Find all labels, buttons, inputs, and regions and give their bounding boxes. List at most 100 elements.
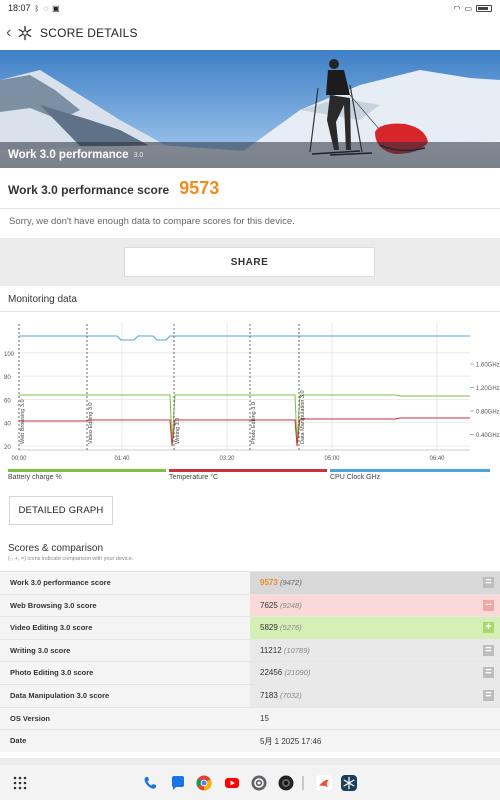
swift-app-icon[interactable]: [316, 775, 332, 791]
phone-icon[interactable]: [142, 775, 158, 791]
legend-cpu-label: CPU Clock GHz: [330, 474, 381, 481]
score-label: Work 3.0 performance score: [8, 183, 170, 197]
battery-icon: [476, 4, 492, 12]
y-tick-label: 20: [4, 445, 11, 451]
score-average: (5276): [280, 623, 302, 633]
compare-message: Sorry, we don't have enough data to comp…: [9, 216, 295, 227]
y2-tick-label: 1.20GHz: [476, 386, 500, 392]
score-row: Writing 3.0 score 11212 (10789) =: [0, 638, 500, 662]
monitoring-panel: Monitoring data 20 40 60 80 100 0.40GHz 0.80GH…: [0, 286, 500, 536]
y-tick-label: 40: [4, 422, 11, 428]
bluetooth-icon: ᛒ: [34, 3, 40, 13]
score-row-label: Web Browsing 3.0 score: [10, 600, 97, 610]
equal-icon: =: [483, 689, 494, 701]
notification-icon: ▣: [52, 3, 60, 13]
score-row: Date 5月 1 2025 17:46: [0, 729, 500, 752]
section-label: Video Editing 3.0: [88, 403, 94, 445]
y-tick-label: 100: [4, 352, 15, 358]
score-row-label: Work 3.0 performance score: [10, 578, 111, 587]
score-average: (9248): [280, 600, 302, 610]
nav-divider: [302, 776, 304, 790]
hero-label: Work 3.0 performance 3.0: [0, 142, 500, 168]
legend-battery-label: Battery charge %: [8, 474, 62, 481]
score-row-value: 15: [260, 714, 269, 723]
minus-icon: −: [483, 599, 494, 611]
youtube-icon[interactable]: [224, 775, 240, 791]
hero-title: Work 3.0 performance: [8, 149, 129, 161]
hero-banner: Work 3.0 performance 3.0: [0, 50, 500, 168]
score-value-text: 5月 1 2025 17:46: [260, 737, 322, 747]
3dmark-app-icon[interactable]: [341, 775, 357, 791]
x-tick-label: 00:00: [11, 456, 27, 462]
detailed-graph-button[interactable]: DETAILED GRAPH: [9, 496, 113, 525]
section-label: Data Manipulation 3.0: [300, 390, 306, 444]
divider: [0, 208, 500, 209]
section-label: Photo Editing 3.0: [251, 402, 257, 444]
3dmark-logo-icon: [16, 24, 34, 42]
back-arrow-icon[interactable]: ‹: [6, 24, 12, 41]
app-bar: ‹ SCORE DETAILS: [0, 16, 500, 50]
nfc-icon: ◌: [43, 3, 49, 13]
x-tick-label: 01:40: [114, 456, 130, 462]
monitoring-heading: Monitoring data: [8, 294, 77, 305]
score-row-label: Date: [10, 736, 27, 746]
score-average: (9472): [280, 578, 302, 587]
apps-icon[interactable]: [12, 775, 28, 791]
page-title: SCORE DETAILS: [40, 26, 138, 40]
screen-icon: ▭: [464, 3, 472, 13]
score-row-label: Video Editing 3.0 score: [10, 623, 93, 633]
score-row-value: 22456 (21090): [260, 668, 310, 677]
x-tick-label: 06:40: [429, 456, 445, 462]
score-row-label: OS Version: [10, 713, 51, 723]
messages-icon[interactable]: [170, 775, 186, 791]
equal-icon: =: [483, 667, 494, 679]
status-time: 18:07: [8, 3, 31, 13]
legend-temperature-swatch: [169, 469, 327, 472]
score-row-value: 7183 (7032): [260, 691, 302, 700]
settings-app-icon[interactable]: [251, 775, 267, 791]
score-row-value-cell: 7625 (9248) −: [250, 594, 500, 617]
share-button[interactable]: SHARE: [124, 247, 375, 277]
score-row-value-cell: 5829 (5276) +: [250, 617, 500, 639]
score-row-label: Writing 3.0 score: [10, 645, 71, 655]
cpu-series: [19, 335, 470, 341]
y-tick-label: 60: [4, 398, 11, 404]
score-average: (21090): [284, 668, 311, 678]
nav-bar: [0, 765, 500, 800]
score-row: OS Version 15: [0, 706, 500, 730]
legend-cpu-swatch: [330, 469, 490, 472]
score-value-text: 9573: [260, 578, 278, 587]
score-row-value-cell: 7183 (7032) =: [250, 684, 500, 707]
score-value: 9573: [179, 178, 220, 198]
score-row-value-cell: 15: [250, 707, 500, 730]
legend-battery: Battery charge %: [8, 469, 166, 483]
divider: [0, 311, 500, 312]
y2-tick-label: 1.60GHz: [476, 363, 500, 369]
score-row: Work 3.0 performance score 9573 (9472) =: [0, 571, 500, 594]
score-row-value: 5829 (5276): [260, 623, 302, 632]
score-value-text: 22456: [260, 668, 283, 678]
scores-subtext: (-, +, =) icons indicate comparison with…: [8, 556, 134, 562]
score-average: (10789): [283, 645, 310, 655]
score-row: Web Browsing 3.0 score 7625 (9248) −: [0, 593, 500, 617]
battery-series: [19, 394, 470, 443]
score-value-text: 7183: [260, 690, 278, 700]
scores-heading: Scores & comparison: [8, 543, 104, 554]
scores-comparison-panel: Scores & comparison (-, +, =) icons indi…: [0, 536, 500, 758]
camera-icon[interactable]: [278, 775, 294, 791]
equal-icon: =: [483, 577, 494, 588]
score-row-label: Photo Editing 3.0 score: [10, 668, 94, 678]
hero-version: 3.0: [133, 151, 144, 159]
score-average: (7032): [280, 690, 302, 700]
score-row-value: 5月 1 2025 17:46: [260, 736, 321, 747]
y2-tick-label: 0.40GHz: [476, 433, 500, 439]
score-value-text: 15: [260, 713, 269, 723]
score-row: Data Manipulation 3.0 score 7183 (7032) =: [0, 683, 500, 707]
score-row-value-cell: 9573 (9472) =: [250, 572, 500, 594]
chrome-icon[interactable]: [196, 775, 212, 791]
section-label: Web Browsing 3.0: [20, 399, 26, 444]
score-row: Photo Editing 3.0 score 22456 (21090) =: [0, 661, 500, 684]
score-row-value-cell: 5月 1 2025 17:46: [250, 730, 500, 752]
temperature-series: [19, 417, 470, 447]
y-tick-label: 80: [4, 375, 11, 381]
